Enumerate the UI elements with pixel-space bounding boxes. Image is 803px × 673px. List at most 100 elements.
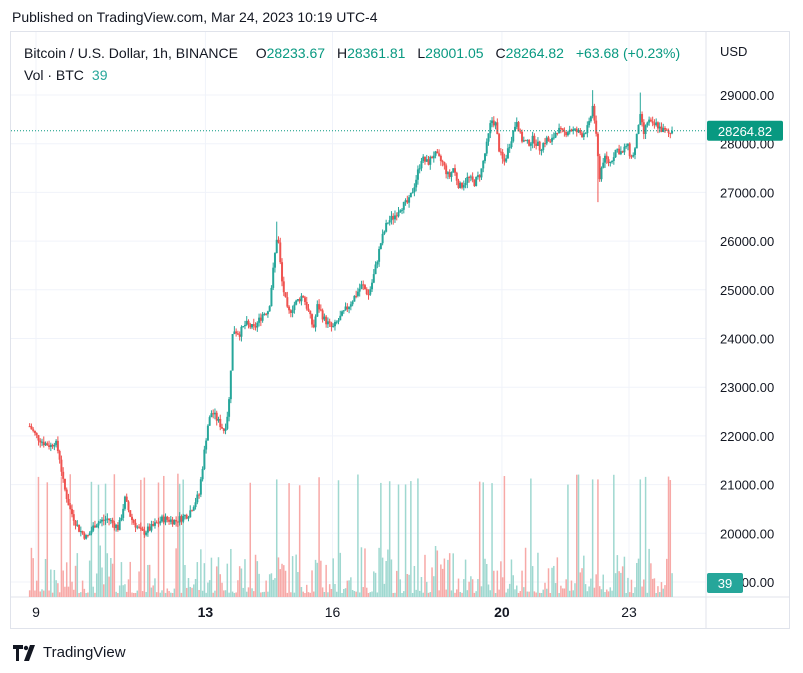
candle-body — [471, 176, 474, 180]
volume-bar — [55, 580, 57, 597]
volume-bar — [67, 586, 70, 597]
symbol-title[interactable]: Bitcoin / U.S. Dollar, 1h, BINANCE — [24, 45, 238, 61]
candle-body — [535, 143, 538, 146]
volume-bar — [632, 592, 634, 597]
volume-bar — [526, 591, 529, 597]
candle-body — [658, 126, 661, 129]
candle-body — [245, 320, 248, 325]
candle-body — [102, 519, 105, 521]
candle-body — [48, 445, 51, 448]
volume-bar — [383, 583, 386, 597]
candle-body — [399, 210, 402, 213]
candle-body — [642, 122, 645, 134]
volume-bar — [440, 564, 442, 597]
volume-bar — [270, 573, 273, 597]
candle-body — [381, 233, 384, 244]
candle-body — [85, 535, 88, 539]
candle-body — [485, 141, 488, 154]
candle-body — [383, 231, 386, 234]
candle-body — [593, 105, 596, 121]
volume-bar — [463, 579, 465, 597]
candle-body — [628, 143, 631, 157]
volume-bar — [600, 589, 603, 597]
candle-body — [32, 429, 35, 431]
candle-body — [326, 321, 329, 325]
volume-bar — [471, 579, 474, 597]
candle-body — [529, 143, 532, 146]
candle-body — [669, 133, 672, 135]
candle-body — [41, 441, 44, 443]
candle-body — [637, 124, 640, 134]
volume-bar — [288, 483, 290, 597]
volume-bar — [484, 558, 486, 597]
volume-bar — [367, 592, 370, 597]
volume-bar — [392, 592, 394, 597]
candle-body — [55, 440, 58, 446]
volume-bar — [57, 583, 59, 597]
volume-bar — [198, 590, 200, 597]
candle-body — [176, 521, 179, 523]
candle-body — [559, 127, 562, 129]
volume-label[interactable]: Vol · BTC — [24, 67, 84, 83]
volume-bar — [290, 592, 292, 597]
candle-body — [217, 418, 220, 421]
candle-body — [600, 167, 603, 180]
volume-bar — [590, 578, 592, 597]
candle-body — [148, 526, 151, 531]
volume-bar — [669, 480, 672, 597]
candle-body — [565, 131, 568, 136]
volume-bar — [381, 557, 384, 597]
candle-body — [528, 140, 531, 146]
volume-bar — [291, 556, 294, 597]
price-tick-label: 27000.00 — [720, 185, 774, 200]
candle-body — [588, 121, 591, 126]
candle-body — [482, 160, 485, 169]
candle-body — [478, 175, 481, 178]
volume-bar — [362, 587, 364, 597]
candle-body — [635, 133, 638, 149]
candle-body — [219, 418, 222, 428]
candle-body — [116, 524, 119, 531]
candle-body — [483, 153, 486, 161]
volume-bar — [286, 592, 289, 597]
volume-bar — [348, 580, 350, 597]
candle-body — [39, 440, 42, 443]
candle-body — [312, 324, 315, 328]
volume-bar — [122, 585, 124, 597]
candle-body — [386, 222, 389, 224]
currency-label[interactable]: USD — [720, 44, 748, 59]
candle-body — [159, 521, 162, 524]
volume-bar — [620, 572, 622, 597]
candle-body — [247, 320, 250, 325]
candle-body — [63, 478, 66, 490]
candle-body — [598, 156, 601, 180]
volume-bar — [150, 587, 153, 597]
candle-body — [305, 301, 308, 309]
volume-bar — [607, 591, 610, 597]
volume-bar — [44, 558, 47, 597]
candle-body — [233, 331, 236, 335]
volume-bar — [245, 591, 248, 597]
volume-bar — [655, 592, 657, 597]
candle-body — [614, 149, 617, 158]
volume-bar — [512, 575, 514, 597]
volume-bar — [184, 564, 186, 597]
volume-bar — [554, 583, 557, 597]
candle-body — [443, 162, 446, 166]
volume-bar — [138, 571, 140, 597]
candle-body — [415, 179, 418, 188]
candle-body — [162, 516, 165, 523]
volume-bar — [493, 570, 495, 597]
volume-bar — [111, 563, 114, 597]
candle-body — [446, 172, 449, 175]
tradingview-logo[interactable]: TradingView — [13, 644, 126, 661]
date-tick-label: 9 — [32, 604, 40, 620]
candle-body — [296, 299, 299, 301]
candle-body — [90, 530, 93, 534]
candle-body — [199, 479, 202, 495]
volume-bar — [397, 484, 400, 597]
volume-bar — [604, 592, 606, 597]
volume-bar — [475, 591, 477, 597]
volume-bar — [208, 580, 211, 597]
